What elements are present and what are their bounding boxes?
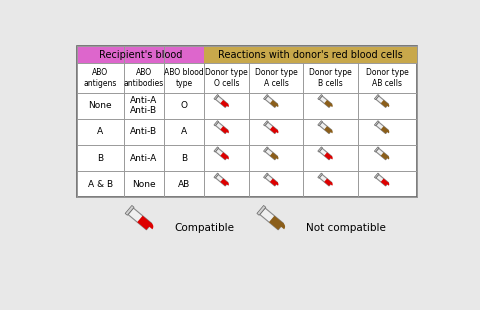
Polygon shape	[318, 147, 323, 152]
Polygon shape	[319, 175, 332, 186]
Polygon shape	[220, 152, 228, 160]
Text: B: B	[181, 153, 187, 162]
Polygon shape	[264, 121, 268, 126]
Polygon shape	[381, 152, 388, 160]
Polygon shape	[374, 95, 379, 100]
Polygon shape	[225, 130, 229, 133]
Text: ABO
antigens: ABO antigens	[84, 68, 117, 88]
Polygon shape	[319, 96, 332, 108]
Polygon shape	[324, 179, 332, 186]
Text: Not compatible: Not compatible	[306, 223, 386, 233]
Polygon shape	[324, 152, 332, 160]
Polygon shape	[318, 121, 323, 126]
Bar	[77, 46, 417, 197]
Text: Donor type
O cells: Donor type O cells	[205, 68, 248, 88]
Polygon shape	[318, 173, 323, 178]
Polygon shape	[385, 156, 389, 160]
Polygon shape	[265, 148, 277, 160]
Text: ABO blood
type: ABO blood type	[164, 68, 204, 88]
Polygon shape	[264, 147, 268, 152]
Polygon shape	[324, 100, 332, 108]
Polygon shape	[264, 173, 268, 178]
Polygon shape	[128, 208, 152, 230]
Bar	[77, 46, 204, 63]
Polygon shape	[225, 156, 229, 160]
Text: Anti-A: Anti-A	[130, 153, 157, 162]
Polygon shape	[216, 96, 228, 108]
Polygon shape	[270, 126, 277, 134]
Polygon shape	[275, 130, 278, 133]
Polygon shape	[257, 206, 266, 215]
Polygon shape	[216, 175, 228, 186]
Polygon shape	[260, 208, 284, 230]
Polygon shape	[275, 156, 278, 160]
Polygon shape	[374, 173, 379, 178]
Polygon shape	[270, 100, 277, 108]
Text: A: A	[97, 127, 103, 136]
Polygon shape	[214, 147, 219, 152]
Polygon shape	[270, 152, 277, 160]
Polygon shape	[270, 179, 277, 186]
Polygon shape	[225, 104, 229, 107]
Text: Anti-A
Anti-B: Anti-A Anti-B	[130, 96, 157, 115]
Polygon shape	[264, 95, 268, 100]
Polygon shape	[381, 179, 388, 186]
Polygon shape	[216, 122, 228, 134]
Text: Anti-B: Anti-B	[130, 127, 157, 136]
Text: Recipient's blood: Recipient's blood	[99, 50, 182, 60]
Polygon shape	[220, 179, 228, 186]
Polygon shape	[329, 104, 333, 107]
Polygon shape	[318, 95, 323, 100]
Text: None: None	[88, 101, 112, 110]
Polygon shape	[269, 216, 284, 230]
Text: O: O	[180, 101, 188, 110]
Polygon shape	[265, 122, 277, 134]
Text: Compatible: Compatible	[175, 223, 235, 233]
Polygon shape	[125, 206, 134, 215]
Polygon shape	[374, 147, 379, 152]
Polygon shape	[265, 96, 277, 108]
Polygon shape	[381, 100, 388, 108]
Polygon shape	[385, 104, 389, 107]
Text: B: B	[97, 153, 103, 162]
Polygon shape	[225, 182, 229, 186]
Polygon shape	[381, 126, 388, 134]
Polygon shape	[214, 95, 219, 100]
Polygon shape	[376, 96, 388, 108]
Polygon shape	[220, 126, 228, 134]
Polygon shape	[275, 182, 278, 186]
Text: ABO
antibodies: ABO antibodies	[123, 68, 164, 88]
Polygon shape	[214, 121, 219, 126]
Polygon shape	[265, 175, 277, 186]
Polygon shape	[277, 223, 285, 229]
Text: AB: AB	[178, 180, 190, 189]
Polygon shape	[376, 122, 388, 134]
Text: Donor type
AB cells: Donor type AB cells	[366, 68, 408, 88]
Polygon shape	[275, 104, 278, 107]
Polygon shape	[374, 121, 379, 126]
Polygon shape	[137, 216, 152, 230]
Polygon shape	[146, 223, 153, 229]
Polygon shape	[385, 130, 389, 133]
Polygon shape	[385, 182, 389, 186]
Polygon shape	[376, 148, 388, 160]
Text: Donor type
A cells: Donor type A cells	[255, 68, 298, 88]
Polygon shape	[319, 122, 332, 134]
Text: Donor type
B cells: Donor type B cells	[309, 68, 352, 88]
Polygon shape	[214, 173, 219, 178]
Polygon shape	[329, 156, 333, 160]
Polygon shape	[376, 175, 388, 186]
Polygon shape	[329, 130, 333, 133]
Text: Reactions with donor's red blood cells: Reactions with donor's red blood cells	[218, 50, 403, 60]
Polygon shape	[324, 126, 332, 134]
Polygon shape	[329, 182, 333, 186]
Text: None: None	[132, 180, 156, 189]
Polygon shape	[216, 148, 228, 160]
Text: A: A	[181, 127, 187, 136]
Text: A & B: A & B	[88, 180, 113, 189]
Polygon shape	[319, 148, 332, 160]
Bar	[204, 46, 417, 63]
Polygon shape	[220, 100, 228, 108]
